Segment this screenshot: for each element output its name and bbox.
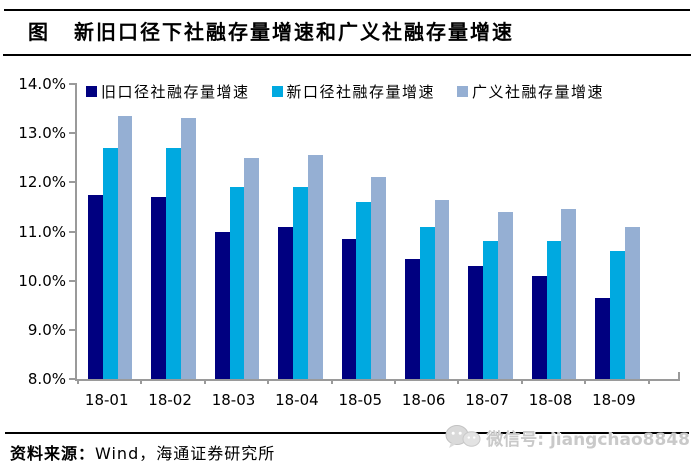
bar-s0-18-05 [341, 238, 357, 379]
source-note: 资料来源：Wind，海通证券研究所 [10, 440, 275, 464]
legend-swatch-icon [457, 86, 469, 97]
plot-area [69, 83, 680, 384]
x-axis-label: 18-09 [592, 391, 636, 409]
y-axis-tick [69, 378, 77, 380]
bar-s2-18-06 [434, 199, 450, 379]
source-text: Wind，海通证券研究所 [95, 444, 276, 463]
bar-s0-18-03 [214, 231, 230, 379]
x-axis-tick [520, 379, 523, 384]
x-axis-tick [584, 379, 587, 384]
bar-s2-18-08 [561, 209, 577, 379]
footer-rule [5, 432, 689, 434]
y-axis-tick-label: 11.0% [18, 222, 66, 241]
bar-s2-18-05 [371, 177, 386, 379]
x-axis-end-tick [678, 372, 680, 379]
figure-label: 图 [28, 20, 50, 44]
y-axis-tick-label: 8.0% [27, 370, 66, 388]
bar-s1-18-05 [356, 202, 372, 379]
bar-s1-18-08 [546, 241, 562, 379]
y-axis-tick [69, 181, 77, 184]
x-axis-label: 18-03 [211, 391, 256, 409]
y-axis-tick-label: 12.0% [18, 173, 66, 192]
bar-s0-18-07 [468, 265, 484, 379]
chart-legend: 旧口径社融存量增速 新口径社融存量增速 广义社融存量增速 [86, 81, 604, 102]
legend-swatch-icon [271, 86, 283, 97]
bar-s1-18-02 [166, 147, 181, 379]
bar-s1-18-09 [610, 251, 625, 379]
x-axis-labels: 18-01 18-02 18-03 18-04 18-05 18-06 18-07 18-08… [75, 391, 678, 411]
x-axis-label: 18-07 [465, 391, 509, 409]
bar-s0-18-04 [278, 226, 293, 379]
x-axis-label: 18-04 [275, 391, 319, 409]
legend-label: 旧口径社融存量增速 [101, 83, 250, 101]
bar-s2-18-09 [624, 226, 640, 379]
y-axis-tick-label: 14.0% [18, 75, 66, 93]
figure-title-row: 图新旧口径下社融存量增速和广义社融存量增速 [28, 16, 514, 45]
x-axis-tick [267, 379, 270, 384]
bar-s1-18-04 [293, 187, 308, 379]
legend-label: 新口径社融存量增速 [286, 83, 436, 101]
y-axis-tick-label: 13.0% [18, 124, 66, 143]
bar-s0-18-09 [595, 297, 610, 379]
legend-swatch-icon [86, 86, 97, 97]
wechat-icon [445, 425, 481, 448]
x-axis-tick [457, 379, 460, 384]
y-axis-tick [69, 328, 77, 331]
x-axis-tick [647, 379, 650, 384]
x-axis-label: 18-02 [148, 391, 192, 409]
y-axis-tick-label: 10.0% [18, 271, 66, 290]
bar-s2-18-01 [117, 115, 133, 379]
x-axis-tick [394, 379, 396, 384]
x-axis-tick [330, 379, 333, 384]
watermark-text: 微信号: jiangchao8848 [486, 429, 690, 450]
bar-s0-18-08 [531, 275, 547, 379]
watermark: 微信号: jiangchao8848 [445, 424, 690, 450]
title-rule [3, 54, 691, 56]
x-axis-tick [77, 379, 79, 384]
bar-s2-18-03 [244, 157, 260, 379]
bar-s2-18-04 [307, 155, 323, 379]
bar-s1-18-03 [229, 187, 245, 379]
x-axis-tick [203, 379, 206, 384]
source-label: 资料来源： [10, 444, 96, 463]
top-rule [4, 9, 690, 11]
y-axis-tick [69, 132, 77, 135]
y-axis-tick [69, 279, 77, 282]
bar-s0-18-01 [88, 194, 103, 379]
y-axis-labels: 14.0% 13.0% 12.0% 11.0% 10.0% 9.0% 8.0% [0, 76, 66, 387]
legend-item-1: 新口径社融存量增速 [271, 81, 436, 102]
bar-s1-18-07 [483, 241, 498, 379]
x-axis-label: 18-05 [338, 391, 383, 409]
bar-s1-18-01 [102, 147, 118, 379]
legend-item-2: 广义社融存量增速 [457, 81, 604, 102]
bar-s1-18-06 [419, 226, 435, 379]
x-axis-label: 18-01 [84, 391, 129, 409]
y-axis-tick-label: 9.0% [27, 320, 66, 339]
bar-s0-18-02 [151, 197, 167, 379]
bar-s0-18-06 [405, 258, 420, 379]
legend-item-0: 旧口径社融存量增速 [86, 81, 250, 102]
page-title: 新旧口径下社融存量增速和广义社融存量增速 [74, 20, 514, 44]
bar-s2-18-02 [181, 118, 196, 379]
legend-label: 广义社融存量增速 [472, 83, 605, 101]
bar-s2-18-07 [498, 211, 513, 379]
y-axis-tick [69, 230, 77, 233]
x-axis-label: 18-08 [528, 391, 573, 409]
x-axis-tick [140, 379, 143, 384]
x-axis-label: 18-06 [401, 391, 446, 409]
y-axis-tick [69, 83, 77, 85]
